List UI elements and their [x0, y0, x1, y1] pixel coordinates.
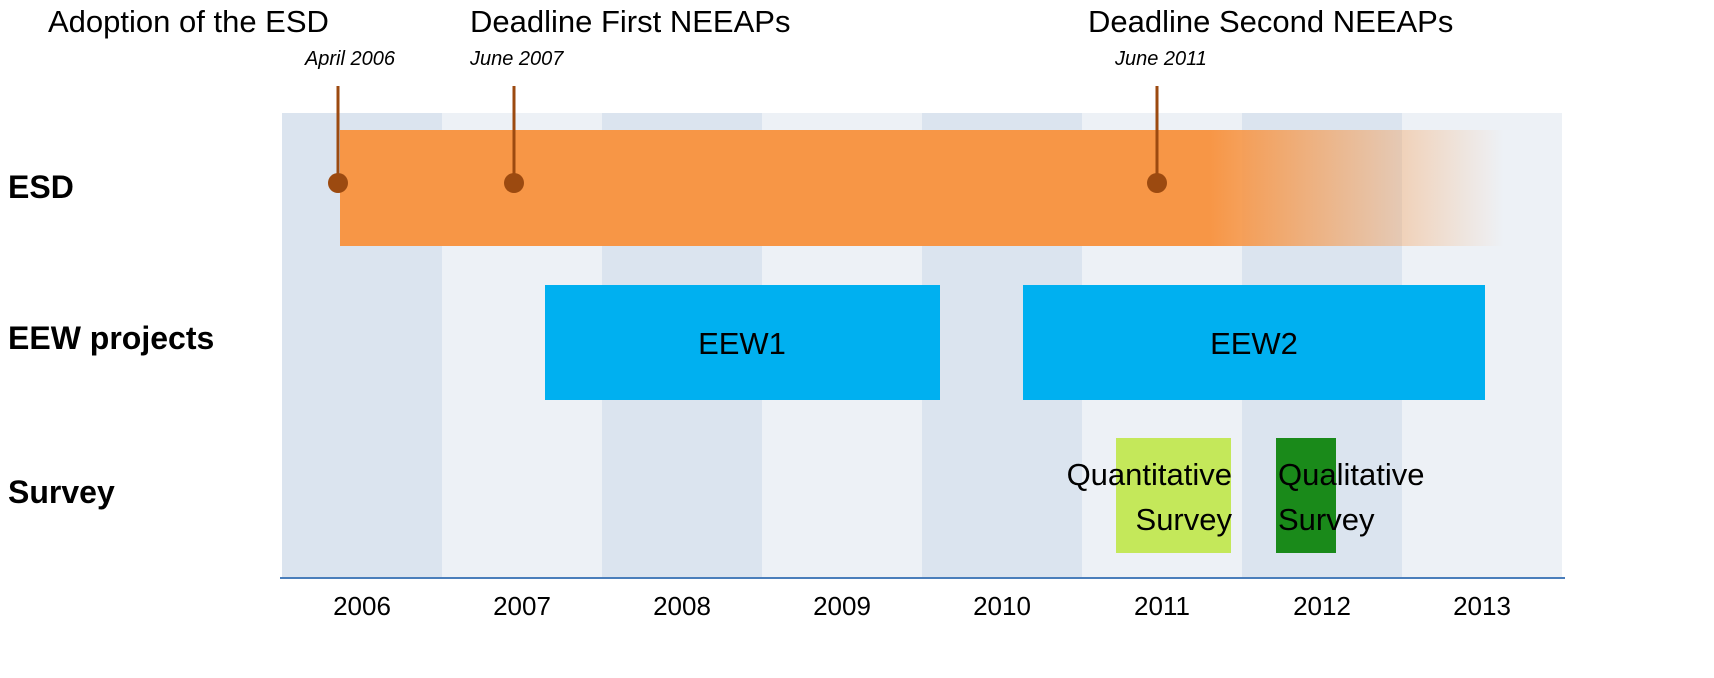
year-label: 2011: [1134, 591, 1190, 621]
year-label: 2012: [1293, 591, 1351, 621]
row-label: ESD: [8, 169, 74, 205]
milestone-dot: [1147, 173, 1167, 193]
esd-bar: [340, 130, 1565, 246]
year-label: 2007: [493, 591, 551, 621]
milestone-date: April 2006: [304, 48, 396, 70]
survey-box: [1276, 438, 1336, 553]
row-label: EEW projects: [8, 320, 214, 356]
year-label: 2006: [333, 591, 391, 621]
project-label: EEW1: [698, 326, 786, 361]
milestone-title: Adoption of the ESD: [48, 4, 329, 39]
project-label: EEW2: [1210, 326, 1298, 361]
survey-label: Quantitative: [1067, 457, 1232, 492]
milestone-dot: [328, 173, 348, 193]
year-label: 2008: [653, 591, 711, 621]
survey-box: [1116, 438, 1231, 553]
milestone-title: Deadline First NEEAPs: [470, 4, 790, 39]
project-bar: [545, 285, 940, 400]
year-label: 2010: [973, 591, 1031, 621]
year-label: 2013: [1453, 591, 1511, 621]
row-label: Survey: [8, 474, 115, 510]
milestone-title: Deadline Second NEEAPs: [1088, 4, 1453, 39]
survey-label: Qualitative: [1278, 457, 1424, 492]
milestone-date: June 2011: [1114, 48, 1207, 70]
project-bar: [1023, 285, 1485, 400]
milestone-date: June 2007: [469, 48, 564, 70]
survey-label: Survey: [1278, 502, 1375, 537]
milestone-dot: [504, 173, 524, 193]
survey-label: Survey: [1136, 502, 1233, 537]
year-label: 2009: [813, 591, 871, 621]
